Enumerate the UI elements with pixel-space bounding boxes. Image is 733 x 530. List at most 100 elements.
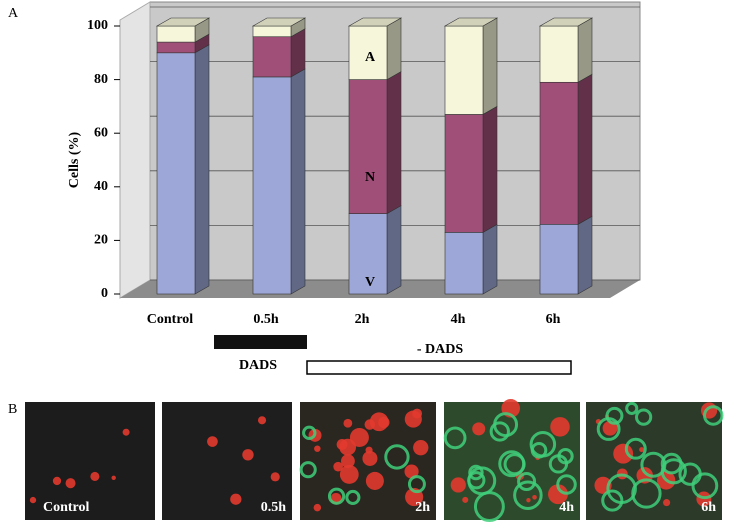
micrograph-label: 6h <box>701 500 716 515</box>
bar-top <box>155 17 211 27</box>
y-tick-label: 20 <box>94 233 108 248</box>
cell-red <box>369 412 389 432</box>
panel-label: A <box>8 6 19 21</box>
cell-red <box>339 465 359 484</box>
bar-segment <box>252 76 292 295</box>
cell-green <box>384 444 410 470</box>
cell-red <box>340 454 355 469</box>
y-tick-label: 0 <box>101 286 108 301</box>
treatment-label: - DADS <box>417 342 463 357</box>
cell-red <box>548 484 568 505</box>
cell-red <box>343 418 353 428</box>
cell-green <box>443 426 467 450</box>
x-tick-label: 2h <box>355 312 370 327</box>
cell-green <box>703 405 724 426</box>
cell-red <box>639 447 645 453</box>
bar-segment <box>348 79 388 214</box>
bar-top <box>538 17 594 27</box>
y-tick-label: 100 <box>87 18 108 33</box>
series-label: N <box>365 170 375 185</box>
cell-red <box>450 477 466 493</box>
cell-red <box>349 427 369 447</box>
bar-segment <box>539 81 579 225</box>
y-tick-label: 80 <box>94 72 108 87</box>
cell-red <box>663 499 671 507</box>
y-tick-label: 60 <box>94 125 108 140</box>
cell-red <box>111 475 116 481</box>
dads-bar <box>214 335 307 349</box>
cell-red <box>207 436 218 447</box>
cell-green <box>503 453 526 476</box>
bar-side <box>194 44 210 295</box>
bar-segment <box>444 25 484 115</box>
bar-top <box>347 17 403 27</box>
cell-red <box>257 416 267 425</box>
cell-green <box>557 448 574 465</box>
cell-red <box>413 440 429 456</box>
bar-segment <box>444 232 484 295</box>
cell-green <box>513 480 543 510</box>
bar-segment <box>539 224 579 295</box>
cell-red <box>270 472 280 482</box>
bar-side <box>577 73 593 225</box>
cell-green <box>327 487 346 505</box>
bar-segment <box>252 36 292 78</box>
cell-green <box>473 491 505 522</box>
bar-segment <box>252 25 292 38</box>
cell-green <box>691 472 719 500</box>
cell-red <box>462 496 469 503</box>
cell-red <box>404 410 422 428</box>
cell-green <box>302 425 317 441</box>
cell-red <box>313 503 322 512</box>
cell-red <box>472 422 486 436</box>
bar-segment <box>156 25 196 43</box>
micrograph <box>162 402 292 520</box>
bar-segment <box>444 114 484 233</box>
micrograph-label: 4h <box>559 500 574 515</box>
cell-red <box>65 478 76 489</box>
cell-red <box>526 498 531 503</box>
cell-red <box>29 496 37 504</box>
bar-side <box>577 215 593 295</box>
cell-red <box>613 443 634 464</box>
x-tick-label: 0.5h <box>253 312 279 327</box>
cell-red <box>362 450 378 467</box>
cell-green <box>635 408 653 426</box>
bar-segment <box>156 52 196 295</box>
series-label: A <box>365 50 376 65</box>
cell-green <box>489 421 510 442</box>
bars: V N A <box>155 17 594 295</box>
cell-red <box>365 471 384 490</box>
side-wall <box>119 1 151 299</box>
cell-green <box>625 401 639 415</box>
bar-top <box>443 17 499 27</box>
micrograph-label: 2h <box>415 500 430 515</box>
cell-green <box>407 475 426 494</box>
bar-side <box>386 17 402 81</box>
micrographs: Control 0.5h 2h 4h 6h <box>25 398 724 522</box>
cell-red <box>90 471 100 481</box>
bar-side <box>482 17 498 115</box>
x-tick-label: 4h <box>451 312 466 327</box>
cell-red <box>314 445 321 452</box>
cell-green <box>601 489 624 512</box>
bar-segment <box>539 25 579 83</box>
cell-green <box>517 471 537 492</box>
axis: 0 20 40 60 80 100 Control 0.5h 2h 4h 6h <box>87 18 561 327</box>
bar-segment <box>156 41 196 54</box>
no-dads-bar <box>306 360 572 375</box>
cell-red <box>404 464 419 479</box>
cell-green <box>493 412 519 438</box>
cell-red <box>122 428 130 436</box>
cell-green <box>299 461 317 479</box>
series-label: V <box>365 275 375 290</box>
y-tick-label: 40 <box>94 179 108 194</box>
cell-green <box>345 489 361 505</box>
cell-green <box>631 478 662 509</box>
cell-green <box>605 406 624 425</box>
cell-red <box>333 461 343 472</box>
cell-green <box>468 464 484 481</box>
bar-side <box>386 71 402 215</box>
bar-side <box>577 17 593 83</box>
